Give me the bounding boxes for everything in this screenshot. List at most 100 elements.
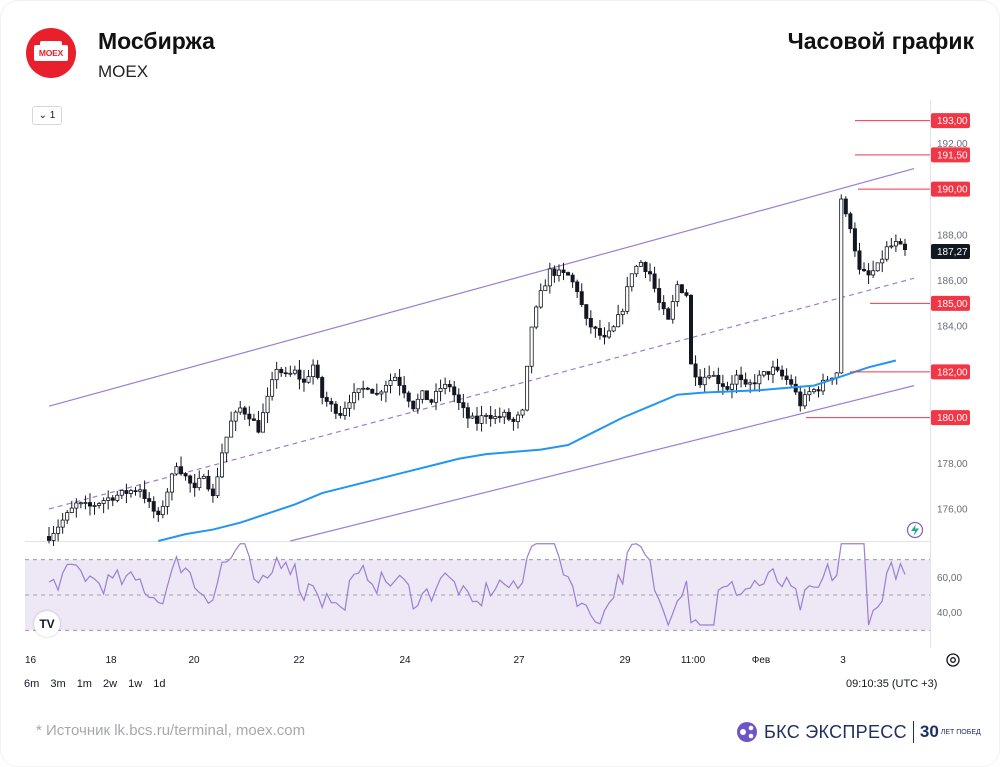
candle-body — [898, 241, 903, 245]
candle-body — [575, 281, 580, 293]
interval-dropdown[interactable]: ⌄ 1 — [32, 106, 62, 125]
candle-body — [206, 475, 211, 490]
candle-body — [160, 506, 165, 516]
candle-body — [97, 503, 102, 506]
candle-body — [734, 374, 739, 385]
level-badge — [931, 295, 970, 311]
candle-body — [156, 510, 161, 516]
ticker: MOEX — [98, 62, 149, 81]
range-3m[interactable]: 3m — [50, 678, 66, 690]
candle-body — [174, 466, 179, 475]
candle-body — [65, 512, 70, 521]
candle-body — [56, 526, 61, 534]
candle-body — [270, 379, 275, 397]
candle-body — [679, 284, 684, 294]
candle-body — [124, 490, 129, 494]
range-1m[interactable]: 1m — [76, 678, 92, 690]
candle-body — [251, 418, 256, 421]
candle-body — [474, 415, 479, 424]
candle-body — [447, 383, 452, 388]
candle-body — [880, 258, 885, 264]
range-6m[interactable]: 6m — [24, 678, 40, 690]
candle-body — [165, 491, 170, 507]
candle-body — [675, 284, 680, 302]
x-tick-label: 11:00 — [681, 655, 706, 666]
candle-body — [424, 390, 429, 401]
candle-body — [643, 261, 648, 272]
candle-body — [862, 268, 867, 272]
candle-body — [684, 292, 689, 296]
candle-body — [748, 382, 753, 385]
x-tick-label: 24 — [399, 655, 411, 666]
candle-body — [506, 411, 511, 420]
interval-label: 1 — [49, 110, 56, 121]
candle-body — [739, 374, 744, 381]
candle-body — [352, 392, 357, 404]
bcs-30: 30 — [919, 722, 939, 741]
candle-body — [147, 498, 152, 502]
candle-body — [201, 475, 206, 479]
candle-body — [60, 519, 65, 528]
candle-body — [224, 436, 229, 454]
candle-body — [329, 401, 334, 405]
last-price-badge — [931, 243, 970, 259]
candle-body — [789, 379, 794, 385]
candle-body — [452, 386, 457, 396]
candle-body — [725, 386, 730, 390]
candle-body — [78, 502, 83, 505]
level-badge — [931, 181, 970, 197]
candle-body — [242, 407, 247, 415]
candle-body — [784, 375, 789, 381]
settings-icon[interactable] — [945, 652, 961, 668]
timezone-label[interactable]: 09:10:35 (UTC +3) — [846, 678, 938, 690]
candle-body — [183, 473, 188, 477]
candle-body — [729, 383, 734, 390]
candle-body — [361, 387, 366, 390]
candles — [47, 194, 908, 546]
candle-body — [356, 388, 361, 393]
range-2w[interactable]: 2w — [103, 678, 118, 690]
x-tick-label: 20 — [188, 655, 200, 666]
candle-body — [811, 389, 816, 393]
x-tick-label: 27 — [513, 655, 525, 666]
candle-body — [561, 269, 566, 273]
candle-body — [87, 502, 92, 507]
candle-body — [839, 198, 844, 374]
candle-body — [397, 376, 402, 386]
candle-body — [625, 286, 630, 312]
candle-body — [816, 389, 821, 392]
candle-body — [525, 365, 530, 411]
candle-body — [843, 198, 848, 215]
candle-body — [484, 414, 489, 417]
candle-body — [780, 369, 785, 377]
candle-body — [648, 271, 653, 275]
candle-body — [479, 415, 484, 424]
candle-body — [402, 385, 407, 394]
candle-body — [889, 245, 894, 248]
candle-body — [383, 384, 388, 393]
range-bar: 6m 3m 1m 2w 1w 1d — [24, 678, 174, 690]
candle-body — [570, 274, 575, 283]
candle-body — [69, 507, 74, 513]
candle-body — [511, 418, 516, 422]
candle-body — [875, 262, 880, 272]
candle-body — [493, 416, 498, 419]
moving-average-line — [158, 359, 897, 542]
candle-body — [497, 416, 502, 418]
candle-body — [220, 452, 225, 478]
level-badge — [931, 147, 970, 163]
candle-body — [456, 394, 461, 403]
candle-body — [393, 376, 398, 381]
candle-body — [566, 272, 571, 276]
range-1w[interactable]: 1w — [128, 678, 143, 690]
level-badge-label: 190,00 — [937, 185, 968, 196]
candle-body — [707, 375, 712, 378]
candle-body — [256, 420, 261, 433]
candle-body — [265, 395, 270, 414]
bcs-years: ЛЕТ ПОБЕД — [940, 728, 981, 736]
range-1d[interactable]: 1d — [153, 678, 166, 690]
candle-body — [434, 390, 439, 403]
level-badge — [931, 364, 970, 380]
